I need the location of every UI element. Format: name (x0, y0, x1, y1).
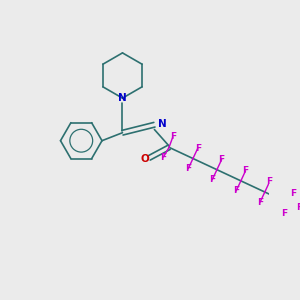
Text: F: F (281, 209, 287, 218)
Text: N: N (118, 93, 127, 103)
Text: F: F (195, 144, 201, 153)
Text: F: F (242, 166, 249, 175)
Text: F: F (185, 164, 191, 173)
Text: F: F (170, 132, 176, 141)
Text: N: N (158, 119, 167, 129)
Text: F: F (233, 187, 239, 196)
Text: F: F (296, 203, 300, 212)
Text: F: F (266, 177, 273, 186)
Text: F: F (209, 175, 215, 184)
Text: F: F (160, 152, 166, 161)
Text: O: O (140, 154, 149, 164)
Text: F: F (257, 198, 263, 207)
Text: F: F (219, 155, 225, 164)
Text: F: F (290, 189, 296, 198)
